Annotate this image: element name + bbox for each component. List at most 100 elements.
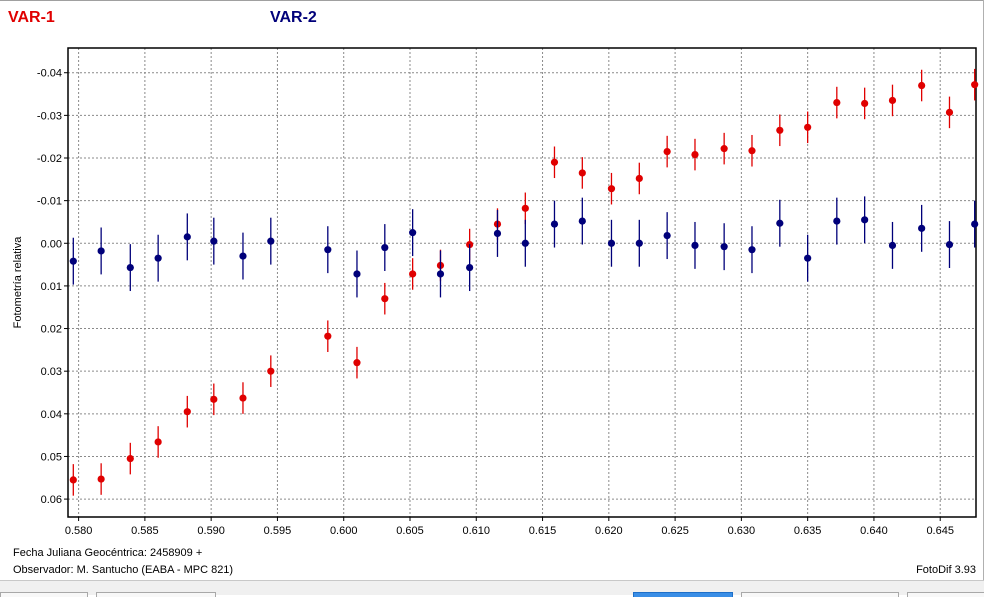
y-axis-label: Fotometría relativa	[12, 236, 24, 329]
y-tick-label: -0.01	[37, 196, 62, 208]
data-point	[154, 254, 162, 262]
toolbar-button-1[interactable]	[0, 592, 88, 597]
legend-var1: VAR-1	[8, 9, 55, 26]
data-point	[210, 237, 218, 245]
data-point	[154, 438, 162, 446]
data-point	[971, 220, 979, 228]
data-point	[945, 240, 954, 249]
data-point	[748, 246, 756, 254]
x-tick-label: 0.610	[463, 525, 491, 537]
data-point	[493, 229, 502, 238]
data-point	[210, 395, 218, 403]
data-point	[126, 263, 134, 272]
data-point	[861, 99, 869, 108]
data-point	[324, 246, 332, 254]
data-point	[521, 204, 529, 212]
data-point	[720, 145, 728, 153]
data-point	[578, 217, 586, 225]
x-tick-label: 0.605	[396, 525, 424, 537]
data-point	[804, 254, 812, 262]
data-point	[663, 148, 671, 156]
series-var-2	[69, 196, 979, 298]
x-tick-label: 0.585	[131, 525, 159, 537]
data-point	[888, 96, 897, 105]
data-point	[833, 98, 841, 107]
data-point	[720, 243, 728, 251]
y-tick-label: 0.05	[41, 451, 62, 463]
data-point	[748, 147, 756, 155]
data-point	[550, 158, 559, 166]
data-point	[945, 108, 954, 116]
x-tick-label: 0.615	[529, 525, 557, 537]
data-point	[267, 237, 275, 245]
data-point	[409, 229, 417, 237]
data-point	[381, 243, 389, 252]
data-point	[804, 123, 812, 131]
x-tick-label: 0.590	[197, 525, 225, 537]
x-tick-label: 0.635	[794, 525, 822, 537]
x-tick-label: 0.600	[330, 525, 358, 537]
data-point	[776, 219, 784, 227]
y-tick-label: -0.02	[37, 153, 62, 165]
data-point	[521, 239, 529, 247]
data-point	[578, 169, 586, 177]
y-tick-label: 0.01	[41, 281, 62, 293]
y-tick-label: 0.06	[41, 494, 62, 506]
x-tick-label: 0.640	[860, 525, 888, 537]
data-point	[971, 81, 979, 89]
data-point	[607, 239, 616, 247]
toolbar-button-4[interactable]	[741, 592, 899, 597]
top-rule	[0, 0, 984, 1]
software-version-label: FotoDif 3.93	[916, 564, 976, 576]
x-tick-label: 0.580	[65, 525, 93, 537]
data-point	[239, 252, 247, 260]
data-point	[691, 241, 699, 250]
data-point	[183, 233, 191, 241]
toolbar-button-2[interactable]	[96, 592, 216, 597]
data-point	[353, 359, 361, 367]
plot-frame	[67, 47, 977, 518]
y-tick-label: -0.04	[37, 68, 62, 80]
y-tick-label: 0.02	[41, 324, 62, 336]
data-point	[69, 476, 77, 484]
toolbar-button-5[interactable]	[907, 592, 984, 597]
data-point	[381, 295, 389, 303]
x-tick-label: 0.645	[926, 525, 954, 537]
data-point	[888, 241, 897, 250]
x-tick-label: 0.625	[661, 525, 689, 537]
data-point	[324, 332, 332, 340]
data-point	[466, 263, 474, 272]
data-point	[776, 126, 784, 134]
data-point	[550, 220, 559, 228]
data-point	[126, 454, 134, 463]
toolbar-button-3[interactable]	[633, 592, 733, 597]
data-point	[607, 185, 616, 193]
data-point	[918, 81, 926, 90]
data-point	[635, 239, 643, 247]
data-point	[239, 394, 247, 402]
data-point	[833, 217, 841, 225]
plot-area	[68, 48, 976, 517]
series-var-1	[69, 68, 979, 496]
data-point	[183, 408, 191, 416]
data-point	[635, 174, 643, 183]
y-tick-label: -0.03	[37, 110, 62, 122]
x-tick-label: 0.630	[728, 525, 756, 537]
data-point	[409, 270, 417, 278]
julian-date-label: Fecha Juliana Geocéntrica: 2458909 +	[13, 547, 203, 559]
observer-label: Observador: M. Santucho (EABA - MPC 821)	[13, 564, 234, 576]
data-point	[691, 150, 699, 159]
y-tick-label: 0.04	[41, 409, 62, 421]
data-point	[436, 270, 445, 278]
data-point	[97, 247, 105, 255]
bottom-toolbar	[0, 580, 984, 597]
data-point	[97, 475, 105, 483]
data-point	[918, 224, 926, 232]
legend-var2: VAR-2	[270, 9, 317, 26]
data-point	[69, 257, 77, 265]
data-point	[267, 367, 275, 375]
x-tick-label: 0.595	[264, 525, 292, 537]
data-point	[353, 270, 361, 278]
data-point	[663, 232, 671, 240]
